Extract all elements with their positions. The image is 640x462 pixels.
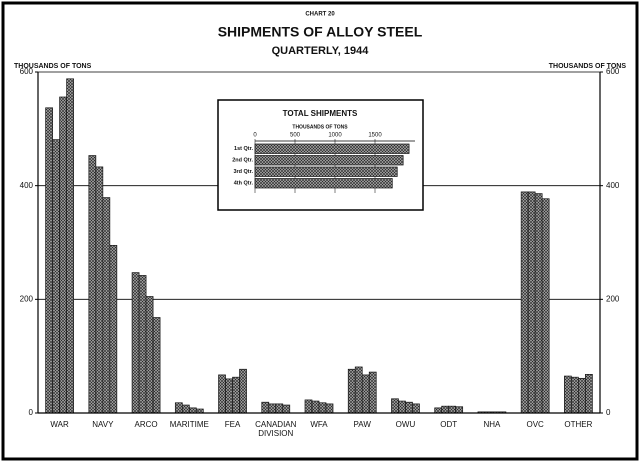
bar-hatch	[182, 405, 190, 413]
y2-tick-label: 600	[606, 67, 620, 76]
bar-hatch	[175, 402, 183, 413]
bar-hatch	[139, 275, 147, 413]
bar-hatch	[585, 374, 593, 413]
bar-hatch	[412, 403, 420, 413]
inset: TOTAL SHIPMENTS THOUSANDS OF TONS 0 500 1000…	[217, 99, 424, 211]
bar-hatch	[95, 166, 103, 413]
bar-hatch	[326, 403, 333, 413]
x-tick-label: WFA	[310, 420, 328, 429]
bar-hatch	[261, 402, 269, 413]
x-tick-label: MARITIME	[169, 420, 209, 429]
bar-hatch	[398, 401, 406, 413]
inset-x-tick-label: 500	[290, 133, 301, 139]
bar-hatch	[571, 377, 579, 413]
inset-x-label: THOUSANDS OF TONS	[292, 124, 348, 130]
bar-hatch	[189, 407, 197, 413]
bar-hatch	[535, 193, 543, 413]
x-tick-label: OTHER	[564, 420, 593, 429]
plot: 0 200 400 600 0 200 400 600	[20, 67, 620, 417]
bar-hatch	[448, 406, 456, 413]
bar-hatch	[528, 191, 536, 413]
bar-hatch	[441, 406, 449, 413]
bar-hatch	[102, 197, 110, 413]
inset-bar-hatch	[255, 155, 404, 165]
y-tick-label: 200	[20, 294, 34, 303]
x-tick-label: PAW	[353, 420, 371, 429]
inset-box	[217, 99, 424, 211]
bar-hatch	[146, 296, 154, 413]
bar-hatch	[45, 107, 53, 414]
bar-hatch	[312, 401, 319, 413]
x-tick-label: OWU	[395, 420, 416, 429]
inset-category-label: 1st Qtr.	[234, 146, 253, 152]
bar-hatch	[52, 139, 60, 414]
bar-hatch	[564, 376, 572, 413]
bar-hatch	[391, 398, 399, 413]
x-tick-label: ODT	[440, 420, 458, 429]
bar-hatch	[196, 409, 204, 413]
bar-hatch	[268, 403, 276, 413]
y-tick-label: 400	[20, 181, 34, 190]
bar-hatch	[521, 191, 529, 413]
bar-hatch	[109, 245, 117, 413]
chart-label: CHART 20	[305, 12, 335, 18]
inset-bar-hatch	[255, 178, 393, 188]
y-tick-label: 0	[29, 408, 34, 417]
bar-hatch	[153, 317, 161, 413]
bar-hatch	[405, 402, 413, 413]
bar-hatch	[232, 377, 240, 413]
inset-x-tick-label: 1500	[368, 133, 382, 139]
bar-hatch	[369, 372, 377, 413]
bar-hatch	[319, 402, 326, 413]
bar-hatch	[218, 374, 226, 413]
bar-hatch	[362, 374, 370, 413]
inset-category-label: 3rd Qtr.	[233, 169, 253, 175]
bar-hatch	[66, 78, 74, 413]
x-tick-label: CANADIAN DIVISION	[255, 420, 297, 438]
bar-hatch	[88, 155, 96, 414]
bar-hatch	[348, 369, 356, 413]
bar-hatch	[455, 406, 463, 413]
x-tick-label: OVC	[526, 420, 544, 429]
inset-x-tick-label: 1000	[328, 133, 342, 139]
inset-category-label: 4th Qtr.	[234, 181, 254, 187]
x-tick-label: WAR	[50, 420, 69, 429]
inset-bar-hatch	[255, 167, 398, 177]
bar-hatch	[542, 198, 550, 413]
bar-hatch	[275, 403, 283, 413]
bar-hatch	[305, 399, 312, 413]
y-axis-label: THOUSANDS OF TONS	[14, 63, 92, 70]
x-tick-label: NHA	[483, 420, 501, 429]
chart-subtitle: QUARTERLY, 1944	[272, 45, 370, 57]
bar-hatch	[434, 407, 442, 413]
bar-hatch	[355, 366, 363, 413]
inset-bar-hatch	[255, 144, 410, 154]
y2-tick-label: 0	[606, 408, 611, 417]
bar-hatch	[59, 97, 67, 414]
bar-hatch	[225, 378, 233, 413]
bar-hatch	[239, 369, 247, 413]
x-tick-label: NAVY	[92, 420, 114, 429]
bar-hatch	[132, 272, 140, 413]
chart-title: SHIPMENTS OF ALLOY STEEL	[218, 24, 423, 40]
inset-category-label: 2nd Qtr.	[232, 158, 253, 164]
inset-title: TOTAL SHIPMENTS	[283, 109, 358, 118]
x-tick-label: ARCO	[134, 420, 158, 429]
y2-tick-label: 200	[606, 294, 620, 303]
y2-axis-label: THOUSANDS OF TONS	[549, 63, 627, 70]
y-tick-label: 600	[20, 67, 34, 76]
bar-hatch	[578, 378, 586, 413]
inset-x-tick-label: 0	[253, 133, 257, 139]
bar-hatch	[282, 405, 290, 413]
x-tick-label: FEA	[224, 420, 241, 429]
y2-tick-label: 400	[606, 181, 620, 190]
